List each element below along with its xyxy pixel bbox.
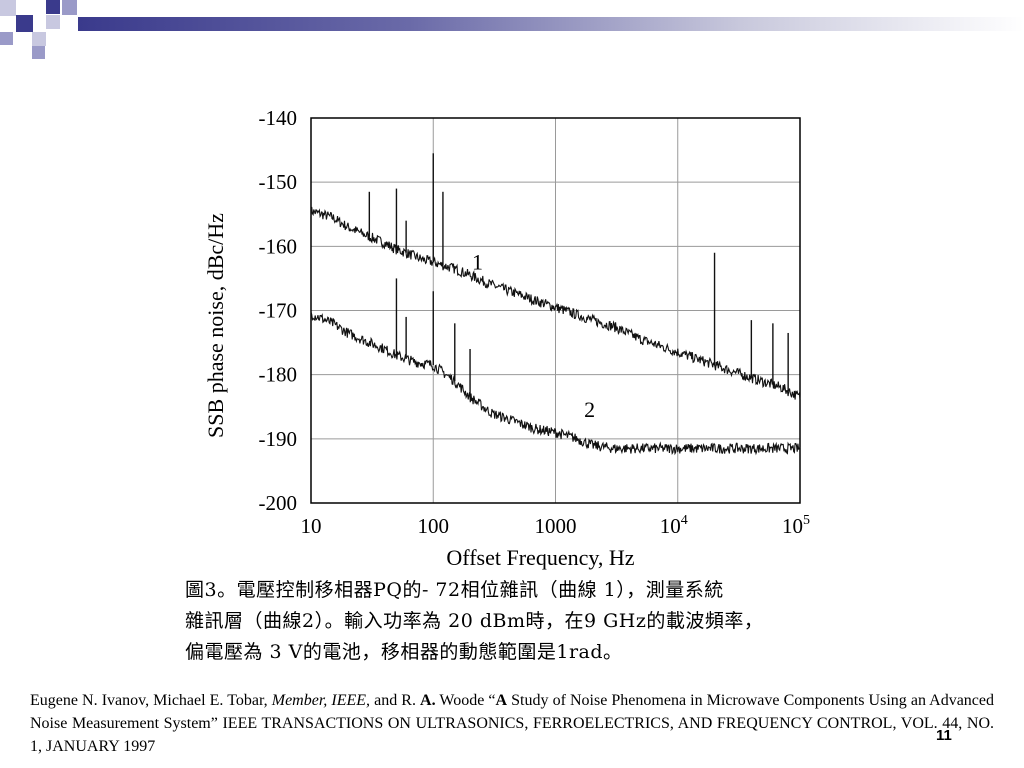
x-axis-label: Offset Frequency, Hz	[446, 545, 634, 570]
y-tick-label: -150	[259, 170, 298, 194]
decor-square	[16, 15, 33, 32]
decor-square	[0, 32, 13, 45]
reference-and: and R.	[370, 692, 421, 709]
y-tick-label: -170	[259, 299, 298, 323]
series-1-trace	[310, 206, 801, 400]
curve-label: 1	[472, 249, 483, 274]
y-tick-label: -140	[259, 106, 298, 130]
title-bar-gradient	[78, 17, 1024, 31]
y-axis-label: SSB phase noise, dBc/Hz	[203, 213, 228, 438]
reference-initial: A.	[420, 692, 436, 709]
reference-member: Member, IEEE,	[271, 692, 371, 709]
page-number: 11	[936, 727, 952, 744]
figure-caption: 圖3。電壓控制移相器PQ的- 72相位雜訊（曲線 1），測量系統 雜訊層（曲線2…	[185, 575, 925, 668]
decor-square	[62, 0, 77, 15]
y-tick-label: -190	[259, 427, 298, 451]
x-tick-label: 105	[782, 513, 810, 538]
decor-square	[0, 0, 16, 16]
y-tick-label: -200	[259, 491, 298, 515]
phase-noise-chart: -140 -150 -160 -170 -180 -190 -200 10 100 1000 104…	[185, 100, 845, 575]
x-tick-label: 100	[418, 514, 450, 538]
caption-line: 圖3。電壓控制移相器PQ的- 72相位雜訊（曲線 1），測量系統	[185, 579, 724, 601]
y-tick-label: -160	[259, 234, 298, 258]
caption-line: 偏電壓為 3 V的電池，移相器的動態範圍是1rad。	[185, 641, 623, 663]
decor-square	[46, 15, 60, 29]
series-2-trace	[310, 311, 801, 456]
reference-authors: Eugene N. Ivanov, Michael E. Tobar,	[30, 692, 272, 709]
plot-frame	[310, 117, 801, 504]
decor-square	[46, 0, 60, 14]
reference-title-a: A	[495, 692, 508, 709]
reference-citation: Eugene N. Ivanov, Michael E. Tobar, Memb…	[30, 689, 994, 758]
decor-square	[32, 46, 45, 59]
reference-woode: Woode “	[435, 692, 496, 709]
decor-square	[32, 32, 46, 46]
x-tick-label: 1000	[535, 514, 577, 538]
caption-line: 雜訊層（曲線2）。輸入功率為 20 dBm時，在9 GHz的載波頻率，	[185, 610, 764, 632]
reference-title: Study of Noise Phenomena in Microwave Co…	[30, 692, 995, 755]
y-tick-label: -180	[259, 363, 298, 387]
curve-label: 2	[584, 397, 595, 422]
x-tick-label: 104	[660, 513, 688, 538]
x-tick-label: 10	[301, 514, 322, 538]
